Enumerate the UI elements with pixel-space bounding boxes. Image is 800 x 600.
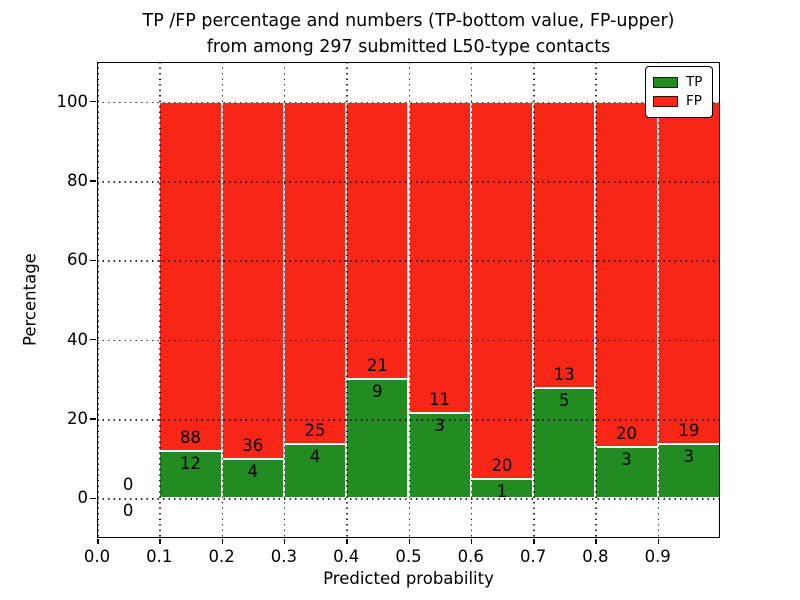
- legend-swatch-tp: [653, 77, 678, 88]
- x-tick-mark: [533, 539, 535, 544]
- vertical-gridline: [346, 62, 348, 538]
- x-tick-label: 0.8: [582, 547, 609, 566]
- tp-count-label: 0: [122, 501, 134, 521]
- x-tick-mark: [97, 539, 99, 544]
- y-axis-label: Percentage: [20, 253, 40, 347]
- fp-bar-segment: [159, 101, 222, 451]
- fp-count-label: 11: [429, 390, 451, 410]
- x-tick-mark: [283, 539, 286, 544]
- y-tick-mark: [90, 100, 96, 103]
- vertical-gridline: [97, 62, 99, 538]
- x-tick-mark: [221, 539, 224, 544]
- vertical-gridline: [533, 62, 535, 538]
- tp-count-label: 12: [179, 453, 201, 473]
- x-axis-label: Predicted probability: [323, 569, 494, 588]
- y-tick-label: 80: [67, 171, 88, 190]
- vertical-gridline: [470, 62, 473, 538]
- tp-bar-segment: [346, 379, 409, 499]
- fp-bar-segment: [470, 101, 534, 480]
- x-tick-label: 0.5: [395, 547, 422, 566]
- x-tick-label: 0.1: [146, 547, 173, 566]
- x-tick-label: 0.6: [457, 547, 484, 566]
- y-tick-mark: [90, 418, 96, 420]
- legend-row: TP: [653, 74, 712, 91]
- horizontal-gridline: [97, 419, 720, 421]
- vertical-gridline: [657, 62, 660, 538]
- fp-bar-segment: [657, 101, 720, 445]
- legend-label-tp: TP: [686, 74, 703, 90]
- y-tick-mark: [90, 497, 96, 500]
- fp-count-label: 20: [616, 423, 638, 443]
- fp-count-label: 36: [242, 435, 264, 455]
- x-tick-mark: [595, 539, 597, 544]
- x-tick-mark: [159, 539, 161, 544]
- vertical-gridline: [283, 62, 286, 538]
- y-tick-label: 40: [67, 329, 88, 349]
- horizontal-gridline: [97, 101, 720, 104]
- x-tick-label: 0.9: [644, 547, 671, 566]
- y-tick-mark: [90, 338, 96, 341]
- fp-count-label: 13: [553, 365, 575, 385]
- tp-count-label: 3: [621, 449, 632, 469]
- x-tick-mark: [346, 539, 348, 544]
- legend-label-fp: FP: [686, 93, 702, 109]
- tp-count-label: 4: [309, 446, 321, 466]
- fp-count-label: 25: [304, 420, 326, 440]
- x-tick-mark: [408, 539, 410, 544]
- vertical-gridline: [221, 62, 224, 538]
- fp-bar-segment: [221, 101, 284, 459]
- x-tick-label: 0.4: [333, 547, 360, 566]
- y-tick-label: 60: [67, 250, 88, 270]
- fp-bar-segment: [533, 101, 596, 389]
- tp-count-label: 3: [683, 447, 695, 467]
- x-tick-label: 0.3: [270, 547, 298, 566]
- x-tick-mark: [657, 539, 660, 544]
- fp-bar-segment: [346, 101, 409, 380]
- tp-bar-segment: [283, 443, 347, 499]
- x-tick-label: 0.0: [83, 547, 111, 566]
- title-line-1: TP /FP percentage and numbers (TP-bottom…: [142, 11, 675, 31]
- plot-area: 0 0 88 12 36 4 25 4 21 9 11 3 20 1 13 5 20 3 19 3: [97, 62, 720, 538]
- legend-swatch-fp: [653, 96, 678, 107]
- x-tick-label: 0.7: [519, 547, 547, 566]
- tp-bar-segment: [595, 446, 658, 499]
- legend-row: FP: [653, 93, 712, 110]
- vertical-gridline: [595, 62, 597, 538]
- horizontal-gridline: [97, 260, 720, 262]
- fp-bar-segment: [595, 101, 658, 447]
- fp-count-label: 0: [122, 475, 134, 495]
- x-tick-label: 0.2: [208, 547, 235, 566]
- horizontal-gridline: [97, 181, 720, 183]
- y-tick-label: 0: [77, 488, 89, 508]
- chart-title: TP /FP percentage and numbers (TP-bottom…: [97, 8, 720, 60]
- fp-count-label: 19: [678, 421, 700, 441]
- tp-count-label: 9: [372, 382, 383, 402]
- tp-count-label: 3: [434, 416, 445, 436]
- tp-count-label: 5: [558, 391, 570, 411]
- horizontal-gridline: [97, 339, 720, 342]
- fp-bar-segment: [408, 101, 471, 414]
- x-tick-mark: [470, 539, 473, 544]
- fp-count-label: 21: [366, 356, 388, 376]
- title-line-2: from among 297 submitted L50-type contac…: [206, 37, 611, 57]
- fp-count-label: 20: [491, 456, 513, 476]
- vertical-gridline: [408, 62, 410, 538]
- y-tick-mark: [90, 259, 96, 262]
- y-tick-mark: [90, 180, 96, 182]
- y-tick-label: 20: [67, 409, 88, 428]
- y-tick-label: 100: [56, 91, 89, 111]
- horizontal-gridline: [97, 498, 720, 500]
- fp-bar-segment: [283, 101, 347, 444]
- legend: TP FP: [645, 66, 713, 118]
- fp-count-label: 88: [179, 427, 201, 447]
- tp-count-label: 1: [496, 482, 508, 502]
- tp-count-label: 4: [247, 461, 258, 481]
- vertical-gridline: [159, 62, 161, 538]
